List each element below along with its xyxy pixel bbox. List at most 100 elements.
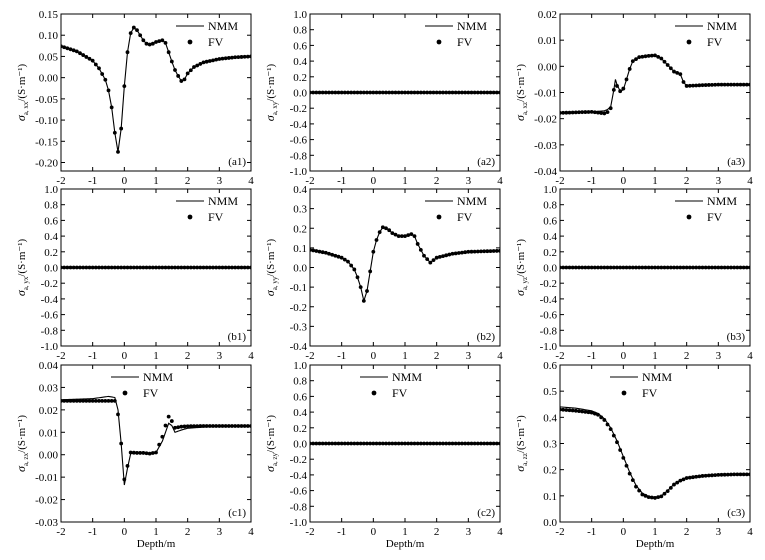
- x-tick-label: 2: [434, 350, 440, 362]
- y-tick-label: -0.01: [35, 472, 58, 484]
- y-tick-label: 0.03: [39, 382, 59, 394]
- legend-label-nmm: NMM: [208, 194, 238, 208]
- series-point-fv: [78, 398, 82, 403]
- x-tick-label: 1: [652, 350, 658, 362]
- series-point-fv: [377, 230, 382, 235]
- series-point-fv: [729, 265, 733, 270]
- series-point-fv: [163, 265, 168, 270]
- series-point-fv: [719, 82, 724, 87]
- series-point-fv: [621, 265, 626, 270]
- series-point-fv: [310, 441, 312, 446]
- series-point-fv: [488, 90, 493, 95]
- series-point-fv: [494, 441, 499, 446]
- y-tick-label: 0.4: [293, 407, 307, 419]
- series-point-fv: [236, 265, 241, 270]
- series-point-fv: [393, 441, 398, 446]
- series-point-fv: [147, 451, 152, 456]
- series-point-fv: [475, 90, 480, 95]
- series-point-fv: [602, 111, 607, 116]
- series-point-fv: [722, 82, 727, 87]
- series-point-fv: [387, 90, 392, 95]
- y-tick-label: -0.4: [540, 294, 558, 306]
- y-axis-label-unit: /(S·m⁻¹): [16, 415, 28, 453]
- legend-label-nmm: NMM: [143, 370, 173, 384]
- x-tick-label: 4: [248, 526, 254, 538]
- series-point-fv: [154, 40, 158, 44]
- series-point-fv: [157, 39, 162, 44]
- y-tick-label: -0.10: [35, 115, 58, 127]
- series-point-fv: [678, 265, 683, 270]
- series-point-fv: [230, 55, 234, 60]
- series-point-fv: [220, 424, 225, 428]
- y-tick-label: -0.6: [290, 135, 308, 147]
- series-point-fv: [399, 90, 404, 95]
- y-axis-label-symbol: σ: [14, 114, 28, 121]
- series-point-fv: [195, 265, 200, 270]
- legend-label-nmm: NMM: [707, 194, 737, 208]
- series-point-fv: [327, 251, 331, 256]
- chart-panel-a1: -2 -1 0 1 2 3 4 0.15 0.10 0.05 0.00 -0.05 -0.10 -0.15…: [14, 9, 254, 187]
- x-tick-label: 4: [497, 350, 503, 362]
- series-point-fv: [339, 441, 344, 446]
- series-point-fv: [630, 478, 635, 483]
- series-point-fv: [460, 90, 464, 95]
- series-point-fv: [602, 265, 607, 270]
- y-tick-label: 0.2: [293, 423, 307, 435]
- series-point-fv: [706, 83, 711, 87]
- legend: NMM FV: [176, 194, 238, 224]
- series-point-fv: [106, 265, 111, 270]
- series-point-fv: [97, 66, 101, 71]
- series-point-fv: [691, 83, 695, 88]
- series-point-fv: [97, 398, 101, 403]
- series-point-fv: [621, 455, 626, 460]
- series-point-fv: [109, 265, 114, 270]
- panel-label: (a2): [477, 156, 495, 168]
- series-point-fv: [738, 82, 743, 87]
- series-point-fv: [675, 265, 680, 270]
- x-tick-label: 0: [621, 350, 627, 362]
- series-point-fv: [185, 424, 190, 429]
- series-point-fv: [355, 90, 360, 95]
- series-point-fv: [580, 409, 585, 414]
- legend-label-fv: FV: [707, 35, 723, 49]
- chart-panel-c3: -2 -1 0 1 2 3 4 0.6 0.5 0.4 0.3 0.2 0.1 0.0 σa, zz/(S·…: [513, 360, 753, 550]
- y-tick-label: -0.03: [534, 140, 557, 152]
- series-point-fv: [87, 265, 92, 270]
- series-point-fv: [90, 58, 95, 63]
- series-point-fv: [355, 441, 360, 446]
- series-point-fv: [314, 441, 319, 446]
- chart-panel-c1: -2 -1 0 1 2 3 4 0.04 0.03 0.02 0.01 0.00 -0.01 -0.02 -…: [14, 360, 254, 550]
- legend-label-nmm: NMM: [642, 370, 672, 384]
- series-point-fv: [106, 398, 111, 403]
- series-point-fv: [637, 265, 642, 270]
- series-point-fv: [365, 441, 369, 446]
- x-tick-label: -1: [587, 526, 596, 538]
- panel-label: (c3): [727, 507, 745, 519]
- y-tick-label: -0.03: [35, 517, 58, 529]
- series-point-fv: [627, 265, 632, 270]
- series-point-fv: [242, 424, 247, 428]
- series-point-fv: [81, 398, 86, 403]
- series-point-fv: [323, 441, 328, 446]
- y-tick-label: -0.2: [41, 278, 58, 290]
- y-tick-label: 0.2: [293, 72, 307, 84]
- series-point-fv: [700, 474, 705, 478]
- series-point-fv: [176, 265, 181, 270]
- series-point-fv: [173, 425, 177, 430]
- series-point-fv: [211, 424, 215, 428]
- series-point-fv: [456, 251, 461, 255]
- series-point-fv: [387, 441, 392, 446]
- series-point-fv: [144, 265, 149, 270]
- plot-data: [560, 53, 750, 116]
- series-point-fv: [214, 424, 219, 428]
- series-point-fv: [479, 441, 483, 446]
- series-point-fv: [450, 441, 455, 446]
- series-point-fv: [605, 110, 610, 115]
- plot-data: [61, 395, 251, 486]
- series-point-fv: [494, 249, 499, 253]
- series-point-fv: [223, 265, 228, 270]
- x-tick-label: 4: [248, 350, 254, 362]
- series-point-fv: [649, 495, 654, 500]
- series-point-fv: [368, 441, 373, 446]
- series-point-fv: [700, 265, 705, 270]
